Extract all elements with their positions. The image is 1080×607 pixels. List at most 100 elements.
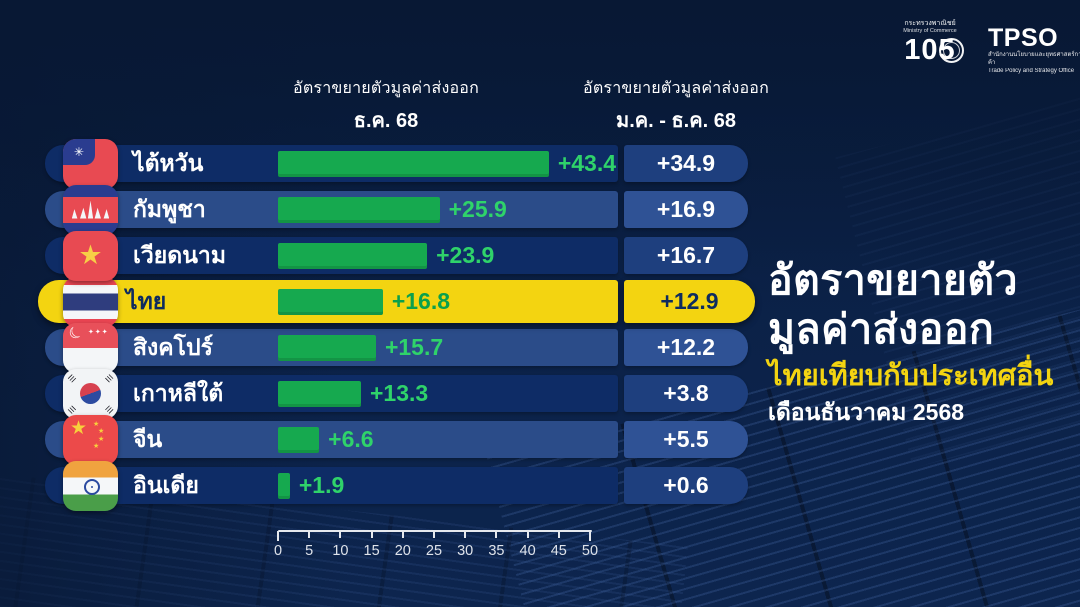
ytd-value-pill: +16.7 [624,237,748,274]
china-star-icon: ★ [70,417,88,439]
ytd-growth-value: +34.9 [656,150,716,176]
south-korea-flag-icon: ☰ ☰ ☰ ☰ [63,368,118,419]
column-header-dec-line2: ธ.ค. 68 [353,110,419,132]
ytd-value-pill: +16.9 [624,191,748,228]
axis-tick-label: 45 [550,543,567,559]
axis-tick [401,531,404,538]
country-pill: อินเดีย [45,467,618,504]
column-header-dec-line1: อัตราขยายตัวมูลค่าส่งออก [293,80,479,97]
axis-tick [433,531,435,538]
crescent-icon: ☾ [65,322,88,344]
dec-growth-value: +15.7 [384,334,444,360]
axis-tick-label: 50 [581,543,599,559]
header-logos: กระทรวงพาณิชย์ Ministry of Commerce 105 … [886,20,1080,75]
dec-growth-value: +13.3 [369,380,429,406]
china-flag-icon: ★ ★ ★ ★ ★ [63,414,118,465]
ytd-growth-value: +12.2 [656,334,716,360]
title-line4: เดือนธันวาคม 2568 [768,399,965,426]
export-growth-bar [278,288,383,315]
axis-tick [526,531,529,538]
ministry-of-commerce-105-logo: กระทรวงพาณิชย์ Ministry of Commerce 105 [886,20,974,65]
vietnam-flag-icon: ★ [63,230,118,281]
country-label: เวียดนาม [133,241,226,268]
bar-track: +23.9 [278,237,494,274]
moc-thai-name: กระทรวงพาณิชย์ [904,20,956,27]
bar-track: +15.7 [278,329,443,366]
tpso-thai-name: สำนักงานนโยบายและยุทธศาสตร์การค้า [988,52,1080,67]
ytd-value-pill: +5.5 [624,421,748,458]
dec-growth-value: +43.4 [557,150,617,176]
bar-track: +13.3 [278,375,428,412]
country-label: อินเดีย [133,471,199,498]
country-row: ★ เวียดนาม +23.9 +16.7 [0,230,770,281]
taiwan-sun-icon: ✳ [63,138,95,165]
thailand-flag-icon [63,276,118,327]
vietnam-star-icon: ★ [78,240,103,270]
country-rows: ✳ ไต้หวัน +43.4 +34.9 กัมพูชา +25.9 +16.… [0,138,770,513]
country-label: สิงคโปร์ [133,333,213,360]
moc-seal-icon [938,37,964,63]
country-row: ☰ ☰ ☰ ☰ เกาหลีใต้ +13.3 +3.8 [0,368,770,419]
country-label: ไทย [126,287,167,314]
chart-title-block: อัตราขยายตัว มูลค่าส่งออก ไทยเทียบกับประ… [768,256,1078,426]
ytd-value-pill: +34.9 [624,145,748,182]
dec-growth-value: +25.9 [448,196,507,222]
column-header-ytd-line2: ม.ค. - ธ.ค. 68 [616,110,736,132]
country-row: ✳ ไต้หวัน +43.4 +34.9 [0,138,770,189]
india-flag-icon [63,460,118,511]
cambodia-flag-icon [63,184,118,235]
export-growth-bar [278,380,361,407]
ytd-value-pill: +0.6 [624,467,748,504]
x-axis-line [278,530,592,532]
tpso-wordmark: TPSO [988,24,1059,52]
country-row: ไทย +16.8 +12.9 [0,276,770,327]
moc-english-name: Ministry of Commerce [903,28,957,35]
column-header-jan-dec: อัตราขยายตัวมูลค่าส่งออก ม.ค. - ธ.ค. 68 [556,76,796,136]
ytd-value-pill: +12.9 [624,280,755,323]
axis-tick-label: 5 [305,543,314,559]
axis-tick-label: 15 [363,543,380,559]
axis-tick-label: 20 [394,543,411,559]
axis-tick [339,531,342,538]
country-row: กัมพูชา +25.9 +16.9 [0,184,770,235]
export-growth-bar [278,334,376,361]
axis-tick-label: 0 [273,543,283,559]
axis-tick-label: 40 [519,543,536,559]
country-row: อินเดีย +1.9 +0.6 [0,460,770,511]
country-label: เกาหลีใต้ [133,379,224,406]
ytd-growth-value: +12.9 [660,288,719,314]
ytd-value-pill: +12.2 [624,329,748,366]
dec-growth-value: +1.9 [298,472,345,498]
export-growth-bar [278,472,290,499]
taiwan-flag-icon: ✳ [63,138,118,189]
axis-tick [495,531,498,538]
ashoka-chakra-icon [83,478,100,495]
country-label: ไต้หวัน [133,149,204,176]
ytd-growth-value: +16.7 [656,242,716,268]
country-label: จีน [133,425,163,452]
title-line1: อัตราขยายตัว [768,257,1019,303]
stars-icon: ✦✦✦ [88,328,109,336]
bar-track: +43.4 [278,145,616,182]
tpso-logo: TPSO สำนักงานนโยบายและยุทธศาสตร์การค้า T… [988,20,1080,75]
axis-tick [277,531,279,541]
title-line3: ไทยเทียบกับประเทศอื่น [768,360,1054,393]
dec-growth-value: +16.8 [391,288,451,314]
dec-growth-value: +23.9 [436,242,495,268]
country-pill: จีน [45,421,618,458]
axis-tick-label: 10 [332,543,349,559]
singapore-flag-icon: ☾ ✦✦✦ [63,322,118,373]
title-line2: มูลค่าส่งออก [768,306,995,353]
taegeuk-icon [80,383,101,404]
export-growth-bar [278,150,549,177]
axis-tick-label: 30 [457,543,474,559]
axis-tick [589,531,591,541]
column-header-ytd-line1: อัตราขยายตัวมูลค่าส่งออก [583,80,769,97]
country-row: ★ ★ ★ ★ ★ จีน +6.6 +5.5 [0,414,770,465]
ytd-growth-value: +16.9 [656,196,716,222]
ytd-growth-value: +3.8 [663,380,709,406]
ytd-value-pill: +3.8 [624,375,748,412]
x-axis: 0 5 10 15 20 25 30 35 40 45 50 [274,530,598,570]
axis-tick [464,531,467,538]
